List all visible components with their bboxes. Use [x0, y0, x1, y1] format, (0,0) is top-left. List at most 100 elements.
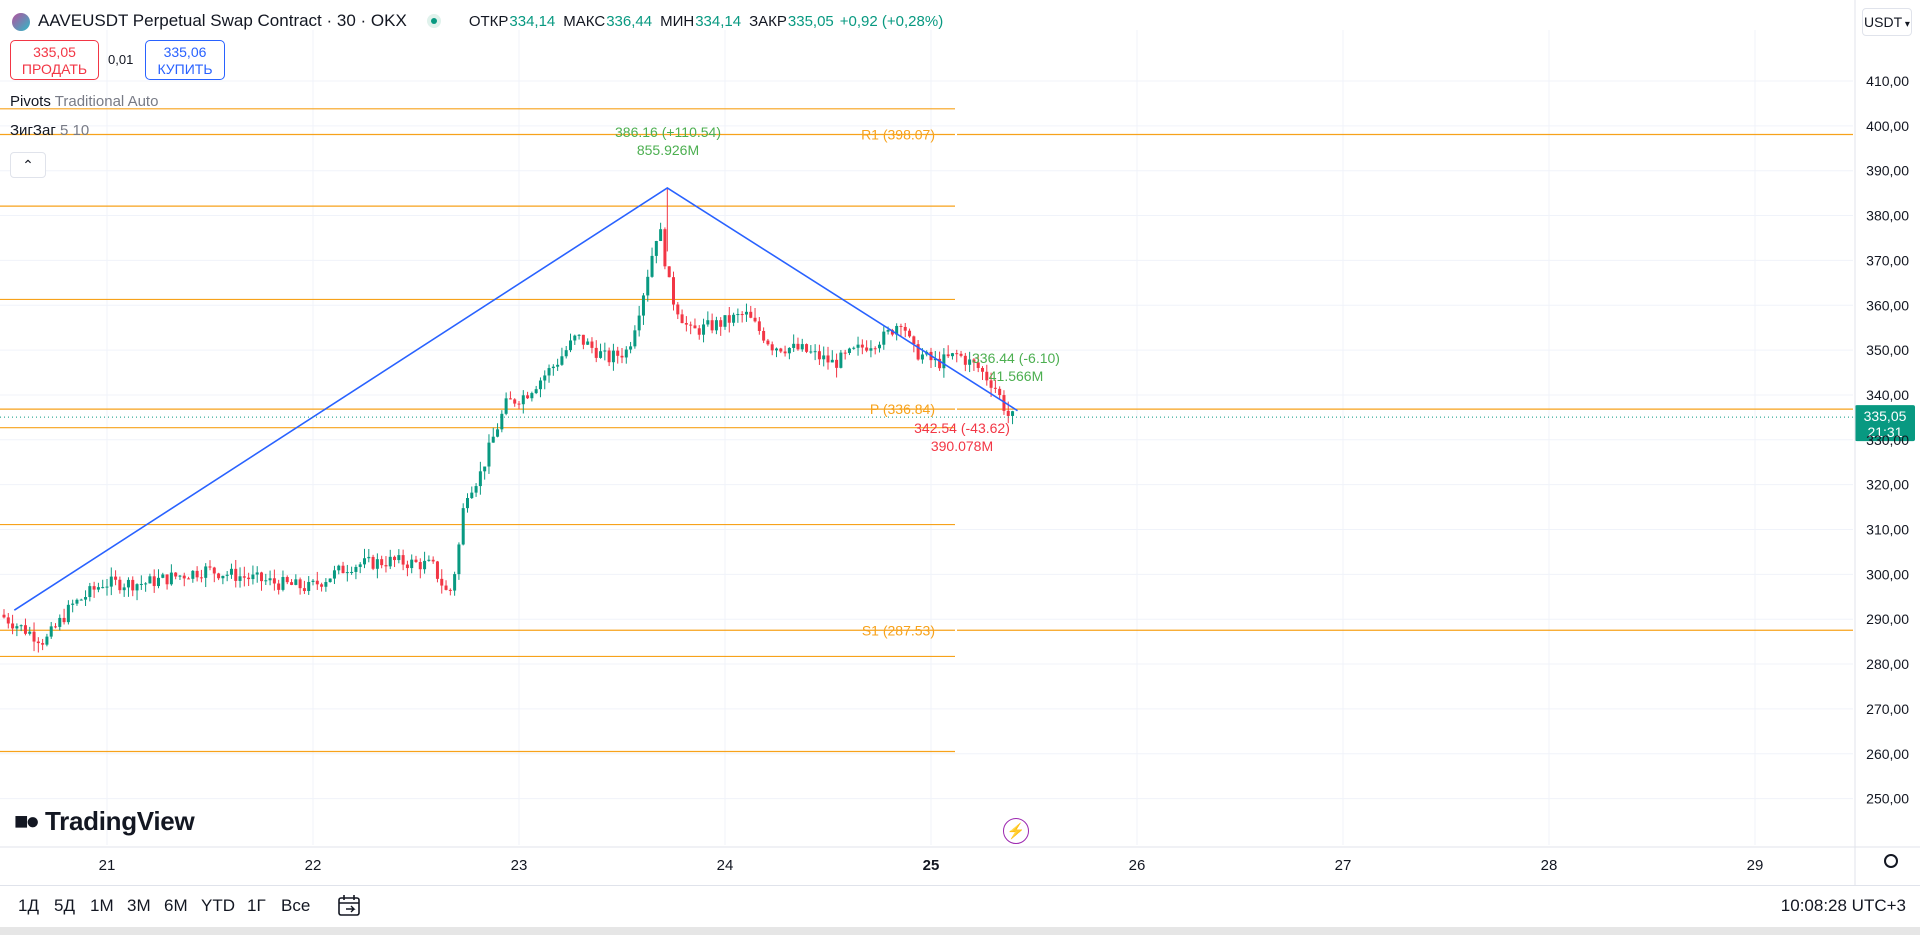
- candle-body: [843, 352, 847, 354]
- candle-body: [169, 572, 173, 585]
- symbol-title[interactable]: AAVEUSDT Perpetual Swap Contract · 30 · …: [38, 11, 407, 30]
- sell-button[interactable]: 335,05 ПРОДАТЬ: [10, 40, 99, 80]
- currency-dropdown[interactable]: USDT ▾: [1862, 8, 1912, 36]
- candle-body: [444, 585, 448, 590]
- candle-body: [272, 578, 276, 584]
- candle-body: [757, 321, 761, 331]
- timeframe-1m[interactable]: 1М: [90, 896, 114, 915]
- candle-body: [654, 240, 658, 256]
- candle-body: [508, 398, 512, 400]
- candle-body: [517, 403, 521, 405]
- buy-label: КУПИТЬ: [157, 61, 213, 77]
- timeframe-all[interactable]: Все: [281, 896, 311, 915]
- y-tick-label: 300,00: [1866, 566, 1909, 582]
- candle-body: [641, 295, 645, 316]
- y-tick-label: 320,00: [1866, 477, 1909, 493]
- candle-body: [938, 358, 942, 369]
- candlesticks: [2, 187, 1015, 653]
- candle-body: [766, 340, 770, 345]
- tradingview-logo[interactable]: ■● TradingView: [14, 806, 195, 837]
- candle-body: [367, 556, 371, 559]
- y-tick-label: 380,00: [1866, 208, 1909, 224]
- candle-body: [148, 576, 152, 584]
- y-tick-label: 270,00: [1866, 701, 1909, 717]
- buy-button[interactable]: 335,06 КУПИТЬ: [145, 40, 225, 80]
- candle-body: [341, 565, 345, 574]
- candle-body: [779, 348, 783, 352]
- y-tick-label: 330,00: [1866, 432, 1909, 448]
- candle-body: [62, 617, 66, 623]
- candle-body: [217, 573, 221, 579]
- timeframe-1d[interactable]: 1Д: [18, 896, 39, 915]
- candle-body: [534, 389, 538, 394]
- candle-body: [637, 315, 641, 331]
- candle-body: [564, 350, 568, 357]
- timeframe-1y[interactable]: 1Г: [247, 896, 266, 915]
- candle-body: [796, 343, 800, 350]
- candle-body: [916, 344, 920, 360]
- candle-body: [204, 566, 208, 578]
- y-tick-label: 280,00: [1866, 656, 1909, 672]
- candle-body: [418, 562, 422, 570]
- candle-body: [950, 353, 954, 357]
- candle-body: [710, 320, 714, 331]
- candle-body: [629, 346, 633, 350]
- candle-body: [384, 565, 388, 567]
- logo-text: TradingView: [45, 806, 195, 836]
- zigzag-line: [13, 186, 1018, 611]
- market-status-icon[interactable]: [426, 14, 441, 28]
- pivots-indicator-legend[interactable]: Pivots Traditional Auto: [10, 93, 158, 110]
- candle-body: [526, 395, 530, 399]
- open-value: 334,14: [509, 12, 556, 30]
- candle-body: [32, 631, 36, 642]
- collapse-legend-button[interactable]: ⌃: [10, 152, 46, 178]
- candle-body: [594, 347, 598, 358]
- candle-body: [431, 559, 435, 562]
- candle-body: [839, 352, 843, 368]
- candle-body: [689, 324, 693, 326]
- candle-body: [58, 617, 62, 627]
- candle-body: [247, 577, 251, 580]
- clock[interactable]: 10:08:28 UTC+3: [1780, 896, 1906, 915]
- candle-body: [968, 359, 972, 365]
- candle-body: [324, 582, 328, 587]
- timeframe-5d[interactable]: 5Д: [54, 896, 75, 915]
- timeframe-ytd[interactable]: YTD: [201, 896, 235, 915]
- candle-body: [599, 351, 603, 358]
- candle-body: [762, 330, 766, 341]
- candle-body: [212, 567, 216, 574]
- candle-body: [491, 436, 495, 443]
- high-value: 336,44: [606, 12, 653, 30]
- low-label: МИН: [660, 12, 695, 30]
- candle-body: [54, 626, 57, 628]
- candle-body: [646, 276, 650, 296]
- candle-body: [719, 320, 723, 327]
- candle-body: [667, 266, 671, 278]
- candle-body: [577, 334, 581, 336]
- candle-body: [255, 572, 259, 575]
- candle-body: [264, 580, 268, 582]
- candle-body: [521, 395, 525, 405]
- settings-icon[interactable]: [1884, 854, 1898, 868]
- candle-body: [981, 367, 984, 372]
- candle-body: [152, 576, 156, 587]
- candle-body: [723, 315, 727, 327]
- horizontal-scrollbar[interactable]: [0, 927, 1920, 935]
- candle-body: [41, 643, 45, 645]
- candle-body: [96, 587, 100, 590]
- candle-body: [873, 348, 877, 350]
- candle-body: [174, 572, 178, 577]
- zigzag-indicator-legend[interactable]: ЗигЗаг 5 10: [10, 122, 89, 139]
- candle-body: [551, 366, 555, 369]
- date-range-icon[interactable]: [336, 893, 364, 919]
- bar-countdown-label: 21:31: [1867, 424, 1902, 440]
- timeframe-6m[interactable]: 6М: [164, 896, 188, 915]
- lightning-icon[interactable]: ⚡: [1003, 818, 1029, 844]
- bottom-toolbar: [0, 885, 1920, 928]
- candle-body: [680, 314, 684, 324]
- pivot-levels: [0, 108, 1853, 753]
- timeframe-3m[interactable]: 3М: [127, 896, 151, 915]
- symbol-header[interactable]: AAVEUSDT Perpetual Swap Contract · 30 · …: [12, 10, 943, 32]
